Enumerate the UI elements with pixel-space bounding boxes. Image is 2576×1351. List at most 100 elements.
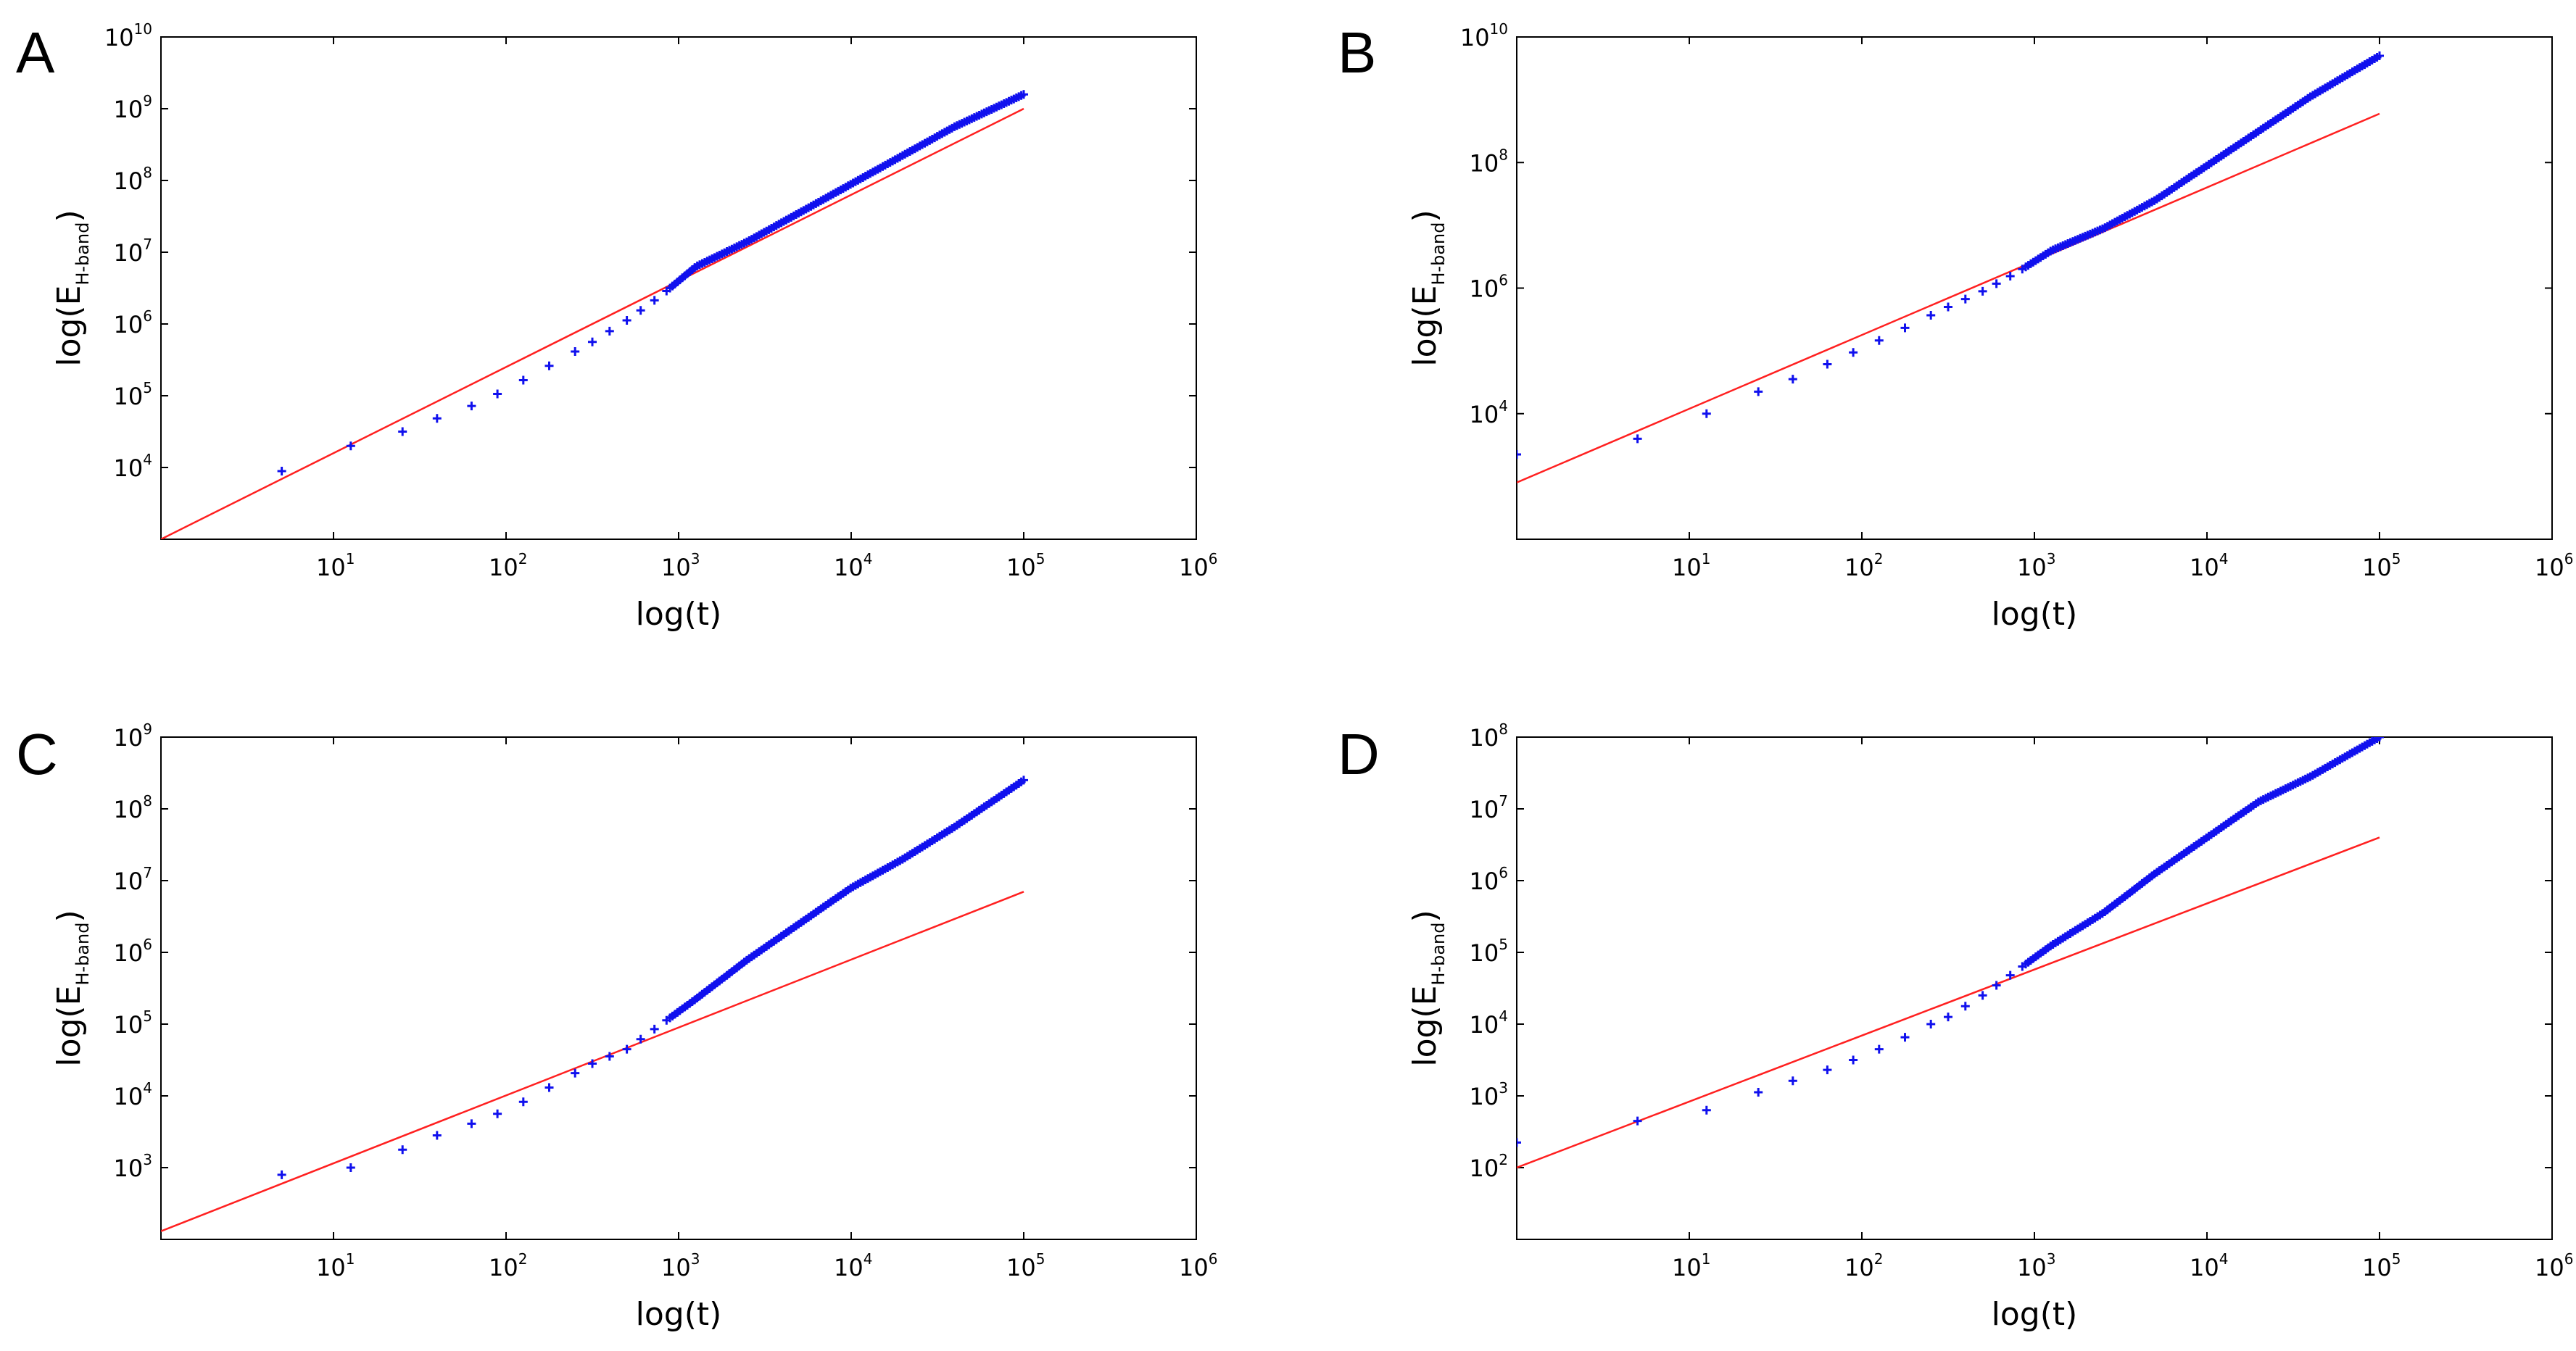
data-point (1754, 1088, 1763, 1097)
data-point (1788, 1076, 1797, 1086)
data-point (432, 1131, 442, 1140)
x-tick-label: 106 (2535, 550, 2573, 581)
y-tick-label: 104 (1470, 1007, 1508, 1039)
x-tick-label: 106 (1179, 1250, 1217, 1281)
x-tick-label: 105 (1006, 1250, 1045, 1281)
data-point (650, 1024, 659, 1034)
y-tick-label: 1010 (1460, 20, 1508, 51)
y-axis-label: log(EH-band) (51, 910, 93, 1066)
data-point (636, 306, 645, 315)
panel-letter: B (1338, 20, 1376, 85)
data-point (518, 1097, 528, 1107)
data-point (2375, 737, 2384, 741)
y-tick-label: 107 (114, 236, 152, 267)
plot-frame (1516, 736, 2553, 1240)
x-tick-label: 103 (661, 550, 700, 581)
x-tick-label: 102 (489, 1250, 527, 1281)
data-point (1702, 409, 1711, 418)
data-point (1944, 1013, 1952, 1022)
y-tick-label: 108 (114, 164, 152, 195)
y-tick-label: 103 (114, 1151, 152, 1182)
y-tick-label: 108 (1470, 720, 1508, 752)
fit-line (161, 107, 1024, 539)
y-tick-label: 104 (1470, 397, 1508, 428)
fit-line (1517, 836, 2380, 1169)
data-series (1517, 51, 2384, 460)
panel-b: B 101 102 103 104 105 106 104 106 108 1010 log(t) lo… (1338, 20, 2573, 633)
data-point (277, 466, 286, 475)
data-point (277, 1170, 286, 1179)
data-point (493, 389, 502, 399)
y-tick-label: 106 (114, 936, 152, 967)
x-tick-label: 106 (2535, 1250, 2573, 1281)
data-point (398, 427, 407, 436)
data-point (544, 361, 554, 370)
data-point (1019, 90, 1028, 99)
x-tick-label: 104 (834, 1250, 872, 1281)
data-point (1702, 1105, 1711, 1115)
x-axis-label: log(t) (1992, 1296, 2078, 1333)
data-point (1900, 1033, 1910, 1042)
data-point (1992, 279, 2001, 288)
data-series (1517, 737, 2384, 1147)
y-axis-label: log(EH-band) (1407, 209, 1449, 366)
x-tick-label: 101 (1672, 550, 1710, 581)
data-point (588, 337, 597, 346)
data-point (571, 1068, 580, 1078)
data-point (605, 1052, 614, 1061)
plot-frame (160, 36, 1197, 540)
data-point (1517, 1138, 1521, 1147)
y-tick-label: 107 (114, 864, 152, 895)
x-tick-label: 104 (2190, 1250, 2228, 1281)
panel-a: A 101 102 103 104 105 106 104 105 106 107 108 109 101… (16, 20, 1217, 633)
data-point (1788, 375, 1797, 384)
x-tick-label: 102 (1844, 1250, 1883, 1281)
y-tick-label: 107 (1470, 792, 1508, 823)
data-point (622, 1044, 631, 1054)
x-axis-label: log(t) (636, 1296, 722, 1333)
data-point (1978, 991, 1987, 1000)
data-series (277, 776, 1028, 1179)
x-tick-label: 102 (489, 550, 527, 581)
x-axis-label: log(t) (636, 596, 722, 633)
x-tick-label: 103 (2017, 1250, 2055, 1281)
data-point (2005, 272, 2015, 281)
panel-letter: D (1338, 722, 1380, 786)
panel-d: D 101 102 103 104 105 106 102 103 104 105 106 107 108… (1338, 720, 2573, 1333)
data-point (1992, 981, 2001, 990)
data-point (1019, 776, 1028, 785)
y-tick-label: 102 (1470, 1151, 1508, 1182)
data-point (571, 346, 580, 356)
plot-frame (1516, 36, 2553, 540)
data-point (2375, 51, 2384, 60)
data-point (622, 316, 631, 325)
x-tick-label: 103 (2017, 550, 2055, 581)
x-tick-label: 106 (1179, 550, 1217, 581)
y-axis-label: log(EH-band) (1407, 910, 1449, 1066)
x-tick-label: 101 (316, 1250, 355, 1281)
data-point (518, 375, 528, 385)
x-tick-label: 104 (2190, 550, 2228, 581)
data-series (277, 90, 1028, 475)
y-tick-label: 105 (114, 1007, 152, 1039)
data-point (1926, 1020, 1936, 1028)
x-tick-label: 103 (661, 1250, 700, 1281)
data-point (605, 326, 614, 336)
data-point (588, 1059, 597, 1068)
data-point (1960, 294, 1970, 304)
y-tick-label: 104 (114, 1079, 152, 1110)
data-point (398, 1145, 407, 1155)
data-point (1978, 286, 1987, 296)
data-point (1849, 1055, 1858, 1065)
data-point (1754, 387, 1763, 396)
x-axis-label: log(t) (1992, 596, 2078, 633)
data-point (1944, 302, 1952, 312)
fit-line (1517, 112, 2380, 483)
data-point (1900, 323, 1910, 333)
data-point (544, 1083, 554, 1092)
data-point (1874, 336, 1884, 345)
x-tick-label: 104 (834, 550, 872, 581)
data-point (1633, 1116, 1642, 1126)
y-tick-label: 1010 (104, 20, 152, 51)
